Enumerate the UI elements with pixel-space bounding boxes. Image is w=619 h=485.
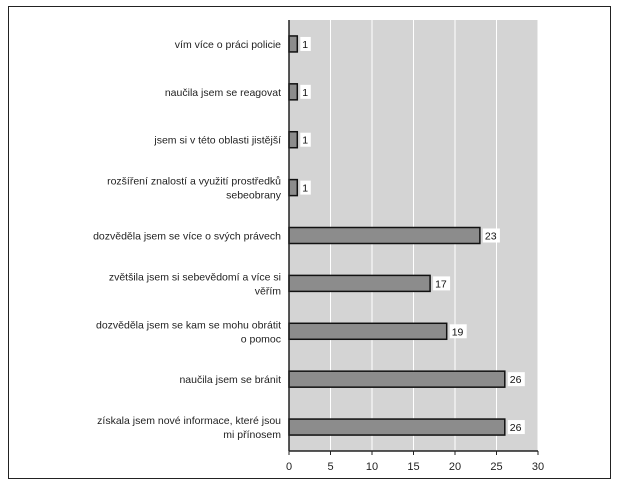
data-label: 1: [302, 135, 308, 147]
data-label: 26: [510, 374, 522, 386]
bar: [288, 83, 299, 101]
tick-label: 20: [449, 461, 461, 473]
chart-frame: vím více o práci policie naučila jsem se …: [8, 6, 611, 479]
category-label: rozšíření znalostí a využití prostředků s…: [107, 176, 282, 202]
tick-label: 5: [327, 461, 333, 473]
data-label-box: [433, 276, 451, 291]
data-label: 19: [452, 326, 464, 338]
data-label: 26: [510, 422, 522, 434]
bar: [288, 274, 431, 293]
data-label: 1: [302, 87, 308, 99]
chart-border: [8, 6, 611, 479]
category-label: jsem si v této oblasti jistější: [153, 135, 281, 147]
tick-label: 30: [532, 461, 544, 473]
data-label: 17: [435, 278, 447, 290]
x-axis-ticks: 0 5 10 15 20 25 30: [286, 451, 544, 473]
data-label-box: [300, 84, 311, 99]
category-label: dozvěděla jsem se kam se mohu obrátit o p…: [96, 319, 281, 345]
tick-label: 0: [286, 461, 292, 473]
data-label-box: [300, 180, 311, 195]
bar: [288, 370, 506, 388]
bars: [288, 35, 506, 436]
tick-label: 15: [407, 461, 419, 473]
data-label-box: [482, 228, 500, 243]
data-labels: 1 1 1 1 23 17 19 26 26: [300, 36, 525, 435]
data-label: 1: [302, 39, 308, 51]
bar: [288, 35, 299, 53]
category-label: vím více o práci policie: [175, 39, 281, 51]
category-label: naučila jsem se bránit: [179, 374, 281, 386]
category-label: zvětšila jsem si sebevědomí a více si věř…: [109, 271, 281, 297]
bar: [288, 178, 299, 197]
bar-chart: vím více o práci policie naučila jsem se …: [8, 6, 611, 479]
data-label: 23: [485, 231, 497, 243]
bar: [288, 130, 299, 149]
bar: [288, 226, 481, 245]
data-label-box: [507, 420, 525, 435]
tick-label: 25: [490, 461, 502, 473]
data-label-box: [300, 36, 311, 51]
data-label-box: [300, 132, 311, 147]
data-label-box: [507, 372, 525, 387]
bar: [288, 322, 448, 341]
category-labels: vím více o práci policie naučila jsem se …: [93, 39, 282, 441]
category-label: naučila jsem se reagovat: [165, 87, 281, 99]
category-label: získala jsem nové informace, které jsou m…: [97, 415, 281, 441]
tick-label: 10: [366, 461, 378, 473]
data-label: 1: [302, 183, 308, 195]
bar: [288, 418, 506, 436]
category-label: dozvěděla jsem se více o svých právech: [93, 231, 281, 243]
data-label-box: [449, 324, 467, 339]
